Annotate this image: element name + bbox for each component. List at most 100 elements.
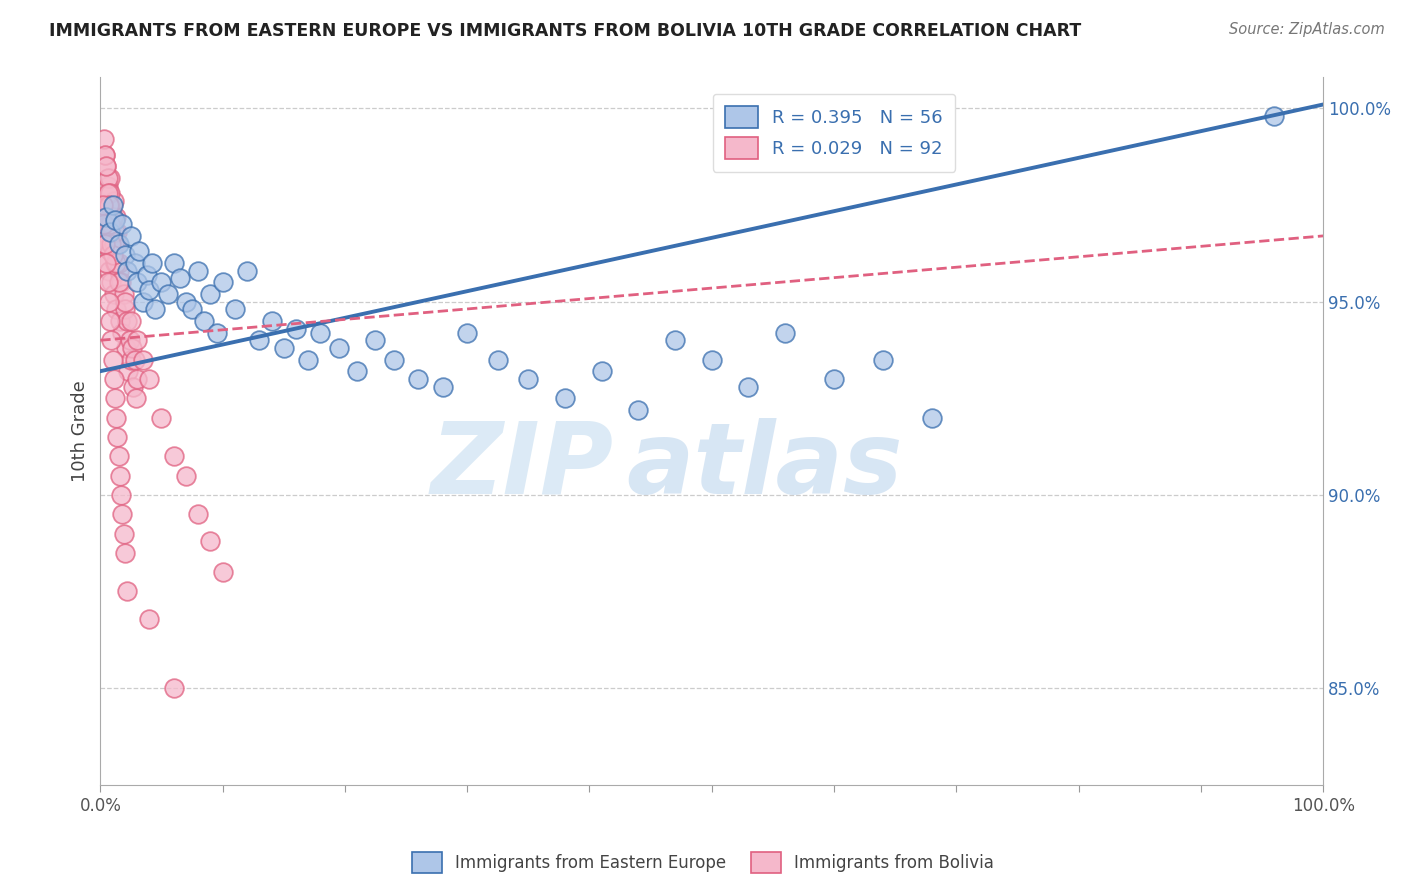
Point (107, 275, 129, 289)
Point (105, 210, 128, 224)
Point (100, 217, 122, 231)
Point (486, 352, 509, 367)
Point (107, 225, 129, 239)
Point (97, 198, 120, 212)
Point (211, 565, 233, 579)
Point (169, 271, 191, 285)
Point (328, 341, 350, 355)
Point (121, 341, 143, 355)
Point (96, 159, 118, 173)
Point (406, 372, 429, 386)
Point (107, 256, 129, 270)
Point (309, 326, 332, 340)
Legend: Immigrants from Eastern Europe, Immigrants from Bolivia: Immigrants from Eastern Europe, Immigran… (405, 846, 1001, 880)
Point (118, 333, 141, 347)
Point (737, 379, 759, 393)
Point (104, 225, 127, 239)
Point (104, 236, 127, 251)
Point (1263, 109, 1285, 123)
Point (627, 402, 650, 417)
Point (98, 225, 121, 239)
Point (115, 341, 138, 355)
Point (96, 210, 118, 224)
Point (138, 372, 160, 386)
Point (97, 170, 120, 185)
Point (117, 314, 139, 328)
Point (117, 584, 139, 599)
Point (94, 236, 117, 251)
Point (382, 352, 405, 367)
Point (90, 210, 112, 224)
Point (138, 611, 160, 625)
Point (150, 410, 173, 425)
Point (100, 198, 122, 212)
Point (187, 263, 209, 277)
Point (107, 449, 129, 463)
Point (104, 213, 127, 227)
Point (591, 364, 613, 378)
Point (120, 314, 142, 328)
Point (124, 256, 146, 270)
Point (111, 217, 134, 231)
Point (108, 314, 131, 328)
Point (101, 248, 124, 262)
Point (97, 263, 120, 277)
Point (921, 410, 943, 425)
Point (181, 302, 204, 317)
Point (117, 364, 139, 378)
Point (96, 256, 118, 270)
Legend: R = 0.395   N = 56, R = 0.029   N = 92: R = 0.395 N = 56, R = 0.029 N = 92 (713, 94, 956, 172)
Point (117, 263, 139, 277)
Point (103, 286, 125, 301)
Point (101, 210, 124, 224)
Point (98, 217, 121, 231)
Point (114, 248, 136, 262)
Point (97, 198, 120, 212)
Point (120, 352, 142, 367)
Point (554, 391, 576, 405)
Point (517, 372, 540, 386)
Point (125, 275, 148, 289)
Point (97, 217, 120, 231)
Point (110, 275, 132, 289)
Point (297, 352, 319, 367)
Point (98, 170, 121, 185)
Point (98, 314, 121, 328)
Point (111, 326, 134, 340)
Text: atlas: atlas (626, 418, 903, 515)
Point (96, 256, 118, 270)
Point (103, 372, 125, 386)
Point (200, 286, 222, 301)
Point (132, 352, 155, 367)
Point (101, 225, 124, 239)
Point (114, 294, 136, 309)
Point (138, 283, 160, 297)
Point (346, 364, 368, 378)
Point (285, 321, 308, 335)
Point (150, 275, 173, 289)
Point (98, 244, 121, 259)
Point (141, 256, 163, 270)
Point (104, 256, 127, 270)
Point (135, 268, 157, 282)
Point (124, 352, 146, 367)
Point (100, 275, 122, 289)
Point (193, 314, 215, 328)
Point (114, 302, 136, 317)
Point (163, 256, 186, 270)
Point (101, 217, 124, 231)
Point (364, 333, 387, 347)
Point (174, 294, 197, 309)
Point (163, 681, 186, 695)
Point (260, 314, 283, 328)
Text: ZIP: ZIP (430, 418, 614, 515)
Y-axis label: 10th Grade: 10th Grade (72, 380, 89, 482)
Point (101, 352, 124, 367)
Point (112, 286, 135, 301)
Point (101, 198, 124, 212)
Point (224, 302, 246, 317)
Point (91, 198, 114, 212)
Point (107, 236, 129, 251)
Point (97, 294, 120, 309)
Point (108, 468, 131, 483)
